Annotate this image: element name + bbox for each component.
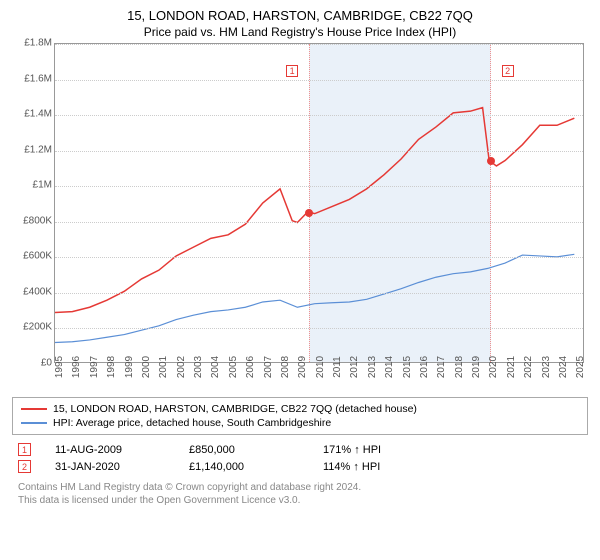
y-tick-label: £400K [23,286,52,297]
x-tick-label: 2009 [297,356,308,378]
x-tick-label: 2017 [436,356,447,378]
x-tick-label: 2025 [575,356,586,378]
x-tick-label: 2010 [315,356,326,378]
transaction-delta: 114% ↑ HPI [323,461,433,473]
gridline [55,222,583,223]
x-tick-label: 1997 [89,356,100,378]
legend-item: HPI: Average price, detached house, Sout… [21,416,579,430]
x-tick-label: 2000 [141,356,152,378]
x-tick-label: 2005 [228,356,239,378]
y-axis: £0£200K£400K£600K£800K£1M£1.2M£1.4M£1.6M… [12,43,54,363]
marker-label: 1 [286,65,298,77]
footer-line2: This data is licensed under the Open Gov… [18,494,582,507]
y-tick-label: £0 [41,358,52,369]
legend-item: 15, LONDON ROAD, HARSTON, CAMBRIDGE, CB2… [21,402,579,416]
legend-swatch [21,422,47,424]
x-tick-label: 2002 [176,356,187,378]
transaction-delta: 171% ↑ HPI [323,444,433,456]
x-tick-label: 2015 [402,356,413,378]
footer: Contains HM Land Registry data © Crown c… [12,481,588,507]
marker-dot [487,157,495,165]
x-tick-label: 2024 [558,356,569,378]
transaction-row: 2 31-JAN-2020 £1,140,000 114% ↑ HPI [12,458,588,475]
transaction-date: 11-AUG-2009 [55,444,165,456]
transaction-price: £850,000 [189,444,299,456]
gridline [55,151,583,152]
transactions-table: 1 11-AUG-2009 £850,000 171% ↑ HPI 2 31-JAN-20… [12,441,588,475]
x-tick-label: 2004 [210,356,221,378]
transaction-date: 31-JAN-2020 [55,461,165,473]
x-tick-label: 2008 [280,356,291,378]
y-tick-label: £800K [23,215,52,226]
marker-label: 2 [502,65,514,77]
x-tick-label: 2020 [488,356,499,378]
transaction-row: 1 11-AUG-2009 £850,000 171% ↑ HPI [12,441,588,458]
gridline [55,115,583,116]
x-tick-label: 1998 [106,356,117,378]
x-tick-label: 2012 [349,356,360,378]
x-tick-label: 1999 [124,356,135,378]
plot-region: 12 [54,43,584,363]
gridline [55,328,583,329]
x-tick-label: 1996 [71,356,82,378]
y-tick-label: £1.6M [24,73,52,84]
x-axis: 1995199619971998199920002001200220032004… [54,363,584,393]
footer-line1: Contains HM Land Registry data © Crown c… [18,481,582,494]
x-tick-label: 2003 [193,356,204,378]
x-tick-label: 2011 [332,356,343,378]
x-tick-label: 2001 [158,356,169,378]
gridline [55,257,583,258]
x-tick-label: 2006 [245,356,256,378]
chart-title: 15, LONDON ROAD, HARSTON, CAMBRIDGE, CB2… [12,8,588,23]
transaction-marker: 1 [18,443,31,456]
gridline [55,186,583,187]
y-tick-label: £1.2M [24,144,52,155]
x-tick-label: 2013 [367,356,378,378]
chart-subtitle: Price paid vs. HM Land Registry's House … [12,25,588,39]
transaction-marker: 2 [18,460,31,473]
legend-label: HPI: Average price, detached house, Sout… [53,417,331,429]
y-tick-label: £1.4M [24,109,52,120]
chart-lines [55,44,583,362]
x-tick-label: 2019 [471,356,482,378]
gridline [55,293,583,294]
y-tick-label: £1M [33,180,52,191]
legend-swatch [21,408,47,410]
gridline [55,44,583,45]
chart-area: £0 £200K £400K £600K £800K £1M £1.2M £1.4M £1.6M… [12,43,588,393]
y-tick-label: £1.8M [24,38,52,49]
y-tick-label: £200K [23,322,52,333]
marker-dot [305,209,313,217]
legend-label: 15, LONDON ROAD, HARSTON, CAMBRIDGE, CB2… [53,403,417,415]
y-tick-label: £600K [23,251,52,262]
x-tick-label: 2018 [454,356,465,378]
x-tick-label: 2014 [384,356,395,378]
series-price_paid [55,108,574,313]
x-tick-label: 2022 [523,356,534,378]
legend: 15, LONDON ROAD, HARSTON, CAMBRIDGE, CB2… [12,397,588,435]
transaction-price: £1,140,000 [189,461,299,473]
gridline [55,80,583,81]
x-tick-label: 2023 [541,356,552,378]
x-tick-label: 2021 [506,356,517,378]
x-tick-label: 2016 [419,356,430,378]
x-tick-label: 2007 [263,356,274,378]
x-tick-label: 1995 [54,356,65,378]
